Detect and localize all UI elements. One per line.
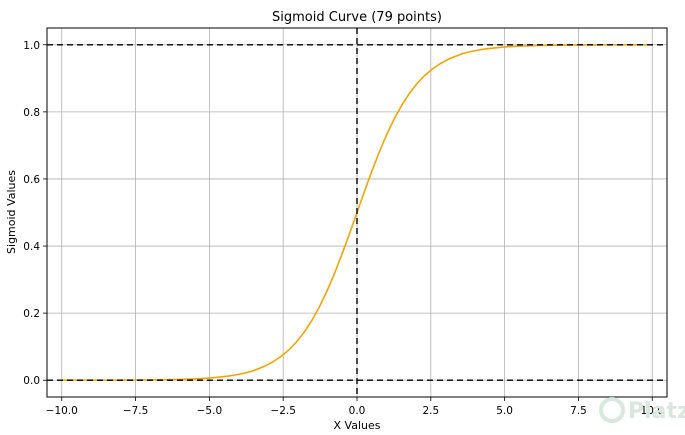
x-tick-label: 0.0 bbox=[349, 405, 366, 417]
x-ticks: −10.0 −7.5 −5.0 −2.5 0.0 2.5 5.0 7.5 10.0 bbox=[46, 397, 664, 417]
watermark-text: Platzi bbox=[628, 399, 685, 424]
y-tick-label: 1.0 bbox=[23, 40, 40, 52]
x-tick-label: 5.0 bbox=[496, 405, 513, 417]
x-axis-label: X Values bbox=[334, 419, 381, 432]
platzi-watermark: Platzi bbox=[599, 397, 685, 424]
y-tick-label: 0.2 bbox=[23, 308, 40, 320]
x-tick-label: 10.0 bbox=[641, 405, 664, 417]
reference-lines bbox=[47, 28, 667, 397]
x-tick-label: −5.0 bbox=[197, 405, 223, 417]
platzi-logo-icon bbox=[599, 397, 625, 423]
y-tick-label: 0.8 bbox=[23, 107, 40, 119]
y-axis-label: Sigmoid Values bbox=[5, 170, 18, 254]
x-tick-label: −10.0 bbox=[46, 405, 78, 417]
y-tick-label: 0.4 bbox=[23, 241, 40, 253]
x-tick-label: 7.5 bbox=[570, 405, 587, 417]
x-tick-label: −7.5 bbox=[123, 405, 149, 417]
x-tick-label: −2.5 bbox=[270, 405, 296, 417]
y-tick-label: 0.0 bbox=[23, 375, 40, 387]
y-tick-label: 0.6 bbox=[23, 174, 40, 186]
x-tick-label: 2.5 bbox=[422, 405, 439, 417]
chart-title: Sigmoid Curve (79 points) bbox=[272, 10, 442, 25]
y-ticks: 0.0 0.2 0.4 0.6 0.8 1.0 bbox=[23, 40, 47, 387]
